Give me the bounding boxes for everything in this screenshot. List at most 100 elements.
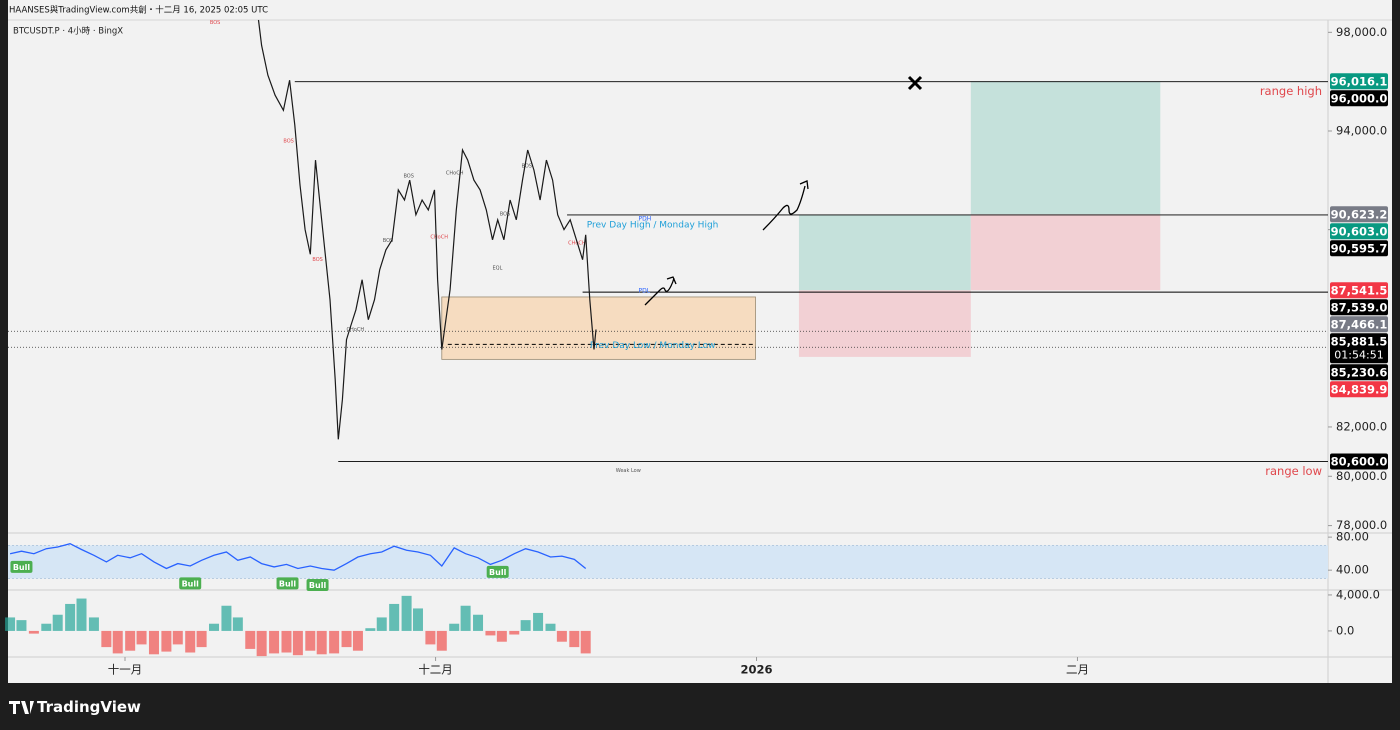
logo: TradingView xyxy=(9,698,141,716)
histogram-bar xyxy=(269,630,280,654)
price-badge-label: 96,000.0 xyxy=(1331,91,1388,105)
histogram-bar xyxy=(365,628,376,631)
y-tick-label: 98,000.0 xyxy=(1336,25,1387,39)
signal-box xyxy=(276,577,299,590)
price-badge xyxy=(1330,223,1388,240)
histogram-bar xyxy=(5,617,16,631)
histogram-bar xyxy=(292,630,303,656)
price-badge-label: 84,839.9 xyxy=(1331,382,1388,396)
histogram-bar xyxy=(520,620,531,631)
histogram-bar xyxy=(509,630,520,635)
histogram-bar xyxy=(533,612,544,631)
signal-box xyxy=(306,579,329,592)
price-badge-label: 85,881.5 xyxy=(1331,334,1388,348)
histogram-bar xyxy=(341,630,352,648)
signal-box xyxy=(486,565,509,578)
histogram-bar xyxy=(232,617,243,631)
logo-mark xyxy=(9,701,34,714)
price-badge-label: 90,595.7 xyxy=(1331,241,1388,255)
header-title: HAANSES與TradingView.com共創・十二月 16, 2025 0… xyxy=(9,5,268,16)
x-tick-label: 十一月 xyxy=(108,663,143,677)
histogram-bar xyxy=(376,617,387,631)
price-badge xyxy=(1330,73,1388,90)
annotation: EQL xyxy=(493,265,503,271)
annotation: BOS xyxy=(403,174,413,180)
price-line-series xyxy=(257,19,597,440)
histogram-bar xyxy=(245,630,256,649)
symbol-info: BTCUSDT.P · 4小時 · BingX xyxy=(13,26,123,37)
histogram-bar xyxy=(41,623,52,631)
histogram-bar xyxy=(16,620,27,631)
histogram-bar xyxy=(209,623,220,631)
signal-label: Bull xyxy=(182,579,200,588)
histogram-bar xyxy=(352,630,363,651)
histogram-bar xyxy=(425,630,436,645)
arrow-drawing xyxy=(762,180,809,231)
histogram-bar xyxy=(412,608,423,631)
y-tick-label: 0.0 xyxy=(1336,623,1354,637)
histogram-bar xyxy=(460,605,471,631)
price-badge-label: 80,600.0 xyxy=(1331,454,1388,468)
price-badge xyxy=(1330,206,1388,223)
price-badge xyxy=(1330,364,1388,381)
price-badge xyxy=(1330,381,1388,398)
histogram-bar xyxy=(305,630,316,651)
order-block xyxy=(441,296,756,360)
level-label: range low xyxy=(1265,464,1322,478)
rsi-line xyxy=(9,543,587,571)
countdown: 01:54:51 xyxy=(1334,348,1383,361)
price-badge-label: 90,623.2 xyxy=(1331,207,1388,221)
price-badge xyxy=(1330,282,1388,299)
histogram-bar xyxy=(112,630,123,654)
drawings xyxy=(644,75,923,306)
histogram-bar xyxy=(389,603,400,631)
histogram-bar xyxy=(496,630,507,642)
y-tick-label: 82,000.0 xyxy=(1336,419,1387,433)
histogram-bar xyxy=(281,630,292,653)
signal-box xyxy=(179,577,202,590)
histogram-bar xyxy=(556,630,567,642)
annotation: BOS xyxy=(210,20,220,26)
annotation: Prev Day Low / Monday Low xyxy=(590,341,716,351)
rsi-band xyxy=(8,545,1328,579)
histogram-bar xyxy=(329,630,340,654)
price-badge xyxy=(1330,240,1388,257)
annotation: CHoCH xyxy=(430,234,448,240)
signal-box xyxy=(10,560,33,573)
histogram-bar xyxy=(316,630,327,655)
signal-label: Bull xyxy=(309,581,327,590)
histogram-bar xyxy=(545,623,556,631)
cross-marker xyxy=(907,75,923,91)
y-tick-label: 94,000.0 xyxy=(1336,123,1387,137)
histogram-bar xyxy=(436,630,447,651)
annotation: CHoCH xyxy=(347,327,365,333)
price-badge xyxy=(1330,299,1388,316)
price-badge-label: 90,603.0 xyxy=(1331,224,1388,238)
annotation: BOS xyxy=(283,139,293,145)
price-badge xyxy=(1330,453,1388,470)
histogram-bar xyxy=(449,623,460,631)
price-badge-label: 87,466.1 xyxy=(1331,317,1388,331)
price-badge xyxy=(1330,90,1388,107)
arrow-drawing xyxy=(644,276,677,306)
y-tick-label: 4,000.0 xyxy=(1336,587,1380,601)
annotation: BOS xyxy=(312,257,322,263)
x-tick-label: 2026 xyxy=(741,663,773,677)
histogram-bar xyxy=(172,630,183,645)
histogram-bar xyxy=(76,598,87,631)
level-label: range high xyxy=(1260,84,1322,98)
y-tick-label: 78,000.0 xyxy=(1336,518,1387,532)
histogram-bar xyxy=(221,605,232,631)
price-badge xyxy=(1330,316,1388,333)
histogram-bar xyxy=(580,630,591,654)
y-tick-label: 40.00 xyxy=(1336,563,1369,577)
histogram-bar xyxy=(28,630,39,634)
annotation: BOS xyxy=(383,238,393,244)
loss-box xyxy=(798,290,971,357)
price-badge-label: 96,016.1 xyxy=(1331,74,1388,88)
annotation: PDH xyxy=(638,215,651,222)
histogram-bar xyxy=(52,614,63,631)
signal-label: Bull xyxy=(13,563,31,572)
profit-box xyxy=(970,81,1161,215)
